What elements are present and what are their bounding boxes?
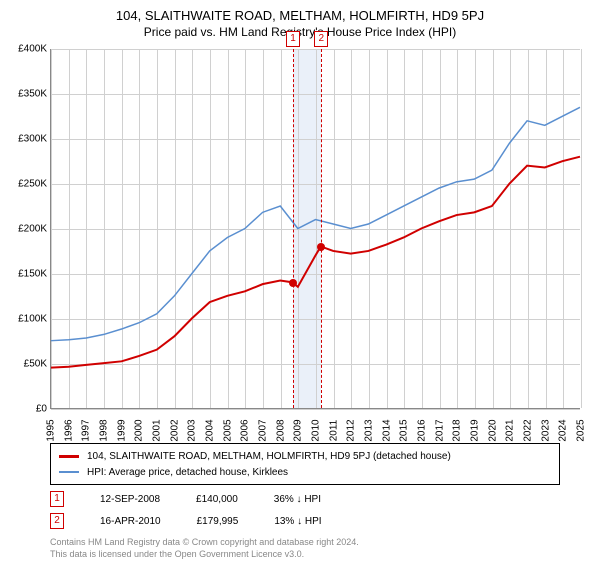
marker-number: 2 (314, 31, 328, 47)
x-axis-label: 1999 (116, 419, 127, 441)
sale-price: £179,995 (197, 516, 239, 527)
x-axis-label: 2021 (505, 419, 516, 441)
legend-row-hpi: HPI: Average price, detached house, Kirk… (59, 464, 551, 480)
footer-attribution: Contains HM Land Registry data © Crown c… (50, 537, 590, 560)
marker-vline (293, 49, 294, 408)
x-axis-label: 2001 (152, 419, 163, 441)
legend-row-property: 104, SLAITHWAITE ROAD, MELTHAM, HOLMFIRT… (59, 448, 551, 464)
x-axis-label: 2025 (576, 419, 587, 441)
x-axis-label: 2004 (205, 419, 216, 441)
x-axis-label: 2024 (558, 419, 569, 441)
x-axis-label: 2002 (169, 419, 180, 441)
chart-container: 104, SLAITHWAITE ROAD, MELTHAM, HOLMFIRT… (0, 8, 600, 568)
sale-row-1: 1 12-SEP-2008 £140,000 36% ↓ HPI (50, 491, 600, 507)
footer-line2: This data is licensed under the Open Gov… (50, 549, 590, 561)
x-axis-label: 2015 (399, 419, 410, 441)
plot-svg (51, 49, 580, 408)
legend-label: 104, SLAITHWAITE ROAD, MELTHAM, HOLMFIRT… (87, 451, 451, 462)
y-axis-label: £250K (3, 179, 47, 190)
legend-label: HPI: Average price, detached house, Kirk… (87, 467, 288, 478)
x-axis-label: 2018 (452, 419, 463, 441)
legend-swatch (59, 471, 79, 473)
sale-delta: 13% ↓ HPI (274, 516, 321, 527)
y-axis-label: £200K (3, 224, 47, 235)
y-axis-label: £400K (3, 44, 47, 55)
chart-plot-area: £0£50K£100K£150K£200K£250K£300K£350K£400… (50, 49, 580, 409)
legend-box: 104, SLAITHWAITE ROAD, MELTHAM, HOLMFIRT… (50, 443, 560, 485)
sale-delta: 36% ↓ HPI (274, 494, 321, 505)
sale-price: £140,000 (196, 494, 238, 505)
x-axis-label: 2022 (523, 419, 534, 441)
legend-swatch (59, 455, 79, 458)
y-axis-label: £0 (3, 404, 47, 415)
x-axis-label: 2023 (540, 419, 551, 441)
sale-marker-num: 2 (50, 513, 64, 529)
y-axis-label: £150K (3, 269, 47, 280)
x-axis-label: 1995 (46, 419, 57, 441)
sale-dot (317, 243, 325, 251)
x-axis-label: 2006 (240, 419, 251, 441)
x-axis-label: 2003 (187, 419, 198, 441)
sale-dot (289, 279, 297, 287)
x-axis-label: 1996 (63, 419, 74, 441)
footer-line1: Contains HM Land Registry data © Crown c… (50, 537, 590, 549)
marker-vline (321, 49, 322, 408)
x-axis-label: 2017 (434, 419, 445, 441)
chart-title: 104, SLAITHWAITE ROAD, MELTHAM, HOLMFIRT… (0, 8, 600, 23)
x-axis-label: 2005 (222, 419, 233, 441)
x-axis-label: 2000 (134, 419, 145, 441)
x-axis-label: 2020 (487, 419, 498, 441)
y-axis-label: £100K (3, 314, 47, 325)
x-axis-label: 2013 (364, 419, 375, 441)
x-axis-label: 2012 (346, 419, 357, 441)
sale-date: 16-APR-2010 (100, 516, 161, 527)
y-axis-label: £350K (3, 89, 47, 100)
x-axis-label: 2010 (311, 419, 322, 441)
y-axis-label: £50K (3, 359, 47, 370)
series-hpi (51, 107, 580, 340)
x-axis-label: 2008 (275, 419, 286, 441)
x-axis-label: 1998 (99, 419, 110, 441)
y-axis-label: £300K (3, 134, 47, 145)
x-axis-label: 2016 (417, 419, 428, 441)
x-axis-label: 2007 (258, 419, 269, 441)
marker-number: 1 (286, 31, 300, 47)
x-axis-label: 1997 (81, 419, 92, 441)
sale-row-2: 2 16-APR-2010 £179,995 13% ↓ HPI (50, 513, 600, 529)
x-axis-label: 2009 (293, 419, 304, 441)
series-property (51, 157, 580, 368)
x-axis-label: 2014 (381, 419, 392, 441)
x-axis-label: 2019 (470, 419, 481, 441)
sale-date: 12-SEP-2008 (100, 494, 160, 505)
x-axis-label: 2011 (328, 420, 339, 442)
sale-marker-num: 1 (50, 491, 64, 507)
